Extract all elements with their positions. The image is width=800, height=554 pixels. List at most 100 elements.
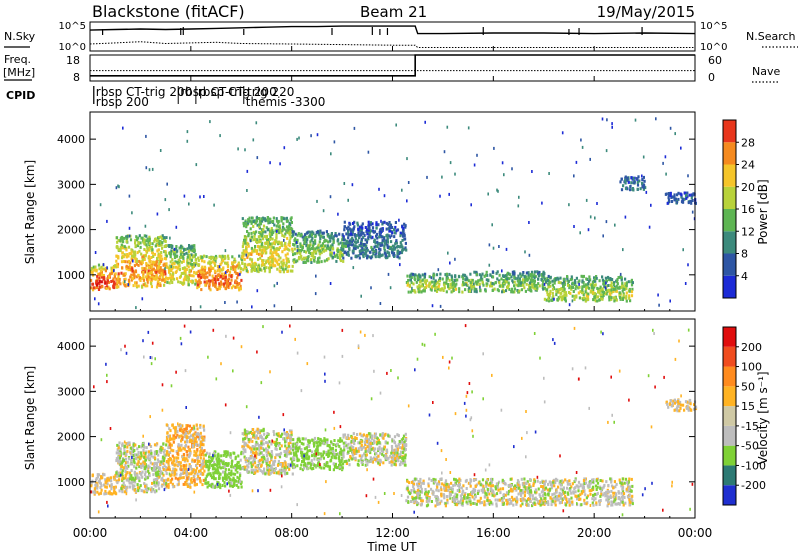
power-cell	[286, 252, 289, 256]
velocity-cell	[216, 455, 219, 459]
velocity-cell	[316, 448, 319, 452]
velocity-cell	[158, 466, 161, 470]
power-cell	[262, 228, 265, 232]
velocity-cell	[268, 440, 271, 444]
velocity-cell	[193, 483, 196, 487]
power-cell	[188, 268, 191, 272]
power-cell	[555, 289, 558, 293]
power-cell	[420, 279, 423, 283]
power-cell	[148, 237, 151, 241]
power-cell	[517, 290, 520, 294]
velocity-cell	[143, 462, 146, 466]
velocity-cell	[227, 475, 230, 479]
power-noise-cell	[585, 198, 588, 202]
velocity-cell	[133, 480, 137, 484]
power-cell	[187, 265, 190, 269]
power-cell	[351, 233, 354, 237]
velocity-cell	[175, 468, 178, 472]
power-cell	[269, 260, 272, 264]
velocity-cell	[268, 468, 271, 472]
power-noise-cell	[687, 174, 689, 178]
velocity-cell	[218, 476, 221, 480]
velocity-cell	[182, 430, 185, 434]
power-cell	[150, 271, 153, 274]
power-cell	[418, 284, 421, 287]
velocity-cell	[239, 458, 242, 462]
velocity-cell	[193, 471, 197, 475]
power-cell	[585, 294, 588, 298]
velocity-cell	[190, 426, 194, 430]
power-cell	[173, 254, 176, 258]
power-cell	[418, 278, 421, 282]
range-tick-label: 1000	[57, 269, 85, 282]
power-noise-cell	[127, 283, 130, 287]
power-cell	[379, 244, 382, 248]
power-cell	[199, 281, 202, 285]
power-cell	[309, 240, 312, 244]
velocity-cell	[110, 487, 113, 491]
velocity-cell	[258, 453, 261, 456]
velocity-cell	[287, 442, 290, 446]
power-cell	[271, 260, 274, 264]
power-cell	[242, 254, 245, 258]
power-cell	[458, 275, 461, 279]
power-cell	[447, 284, 450, 288]
power-cell	[352, 249, 355, 253]
velocity-cell	[128, 441, 131, 445]
velocity-cell	[332, 468, 335, 472]
power-cell	[193, 261, 196, 265]
power-cell	[355, 241, 358, 245]
velocity-cell	[227, 463, 230, 467]
power-cell	[478, 283, 481, 286]
power-cell	[347, 244, 350, 247]
power-cell	[533, 273, 536, 277]
velocity-cell	[202, 424, 205, 428]
power-cell	[300, 255, 303, 258]
power-noise-cell	[156, 212, 159, 216]
power-noise-cell	[454, 257, 456, 261]
velocity-cell	[223, 463, 226, 467]
power-cell	[487, 279, 490, 283]
power-cell	[225, 285, 228, 288]
velocity-cell	[104, 489, 107, 493]
velocity-cell	[181, 458, 184, 462]
velocity-cell	[143, 490, 146, 494]
nsearch-label: N.Search	[746, 30, 796, 43]
power-cell	[691, 193, 694, 197]
velocity-cell	[91, 479, 94, 483]
power-cell	[128, 267, 131, 271]
power-cell	[170, 249, 173, 253]
power-cell	[128, 264, 131, 268]
power-cell	[105, 285, 109, 289]
power-cell	[95, 279, 99, 283]
power-cell	[139, 241, 142, 245]
power-cell	[288, 227, 292, 231]
power-cell	[489, 281, 493, 285]
power-cell	[261, 251, 264, 255]
velocity-cell	[133, 449, 136, 452]
velocity-cell	[207, 468, 210, 472]
power-cell	[279, 256, 282, 260]
power-noise-cell	[383, 194, 386, 198]
power-cell	[190, 279, 193, 283]
velocity-cell	[198, 445, 201, 449]
power-cell	[141, 261, 144, 264]
velocity-cell	[153, 483, 156, 487]
velocity-cell	[258, 466, 261, 470]
velocity-cell	[196, 448, 199, 451]
power-cell	[308, 251, 311, 254]
power-cell	[485, 282, 488, 286]
power-cell	[130, 252, 133, 255]
power-cell	[158, 278, 161, 281]
velocity-cell	[163, 479, 166, 483]
velocity-cell	[192, 442, 196, 446]
velocity-cell	[136, 473, 139, 477]
velocity-cell	[212, 456, 215, 460]
power-cell	[280, 230, 283, 234]
power-cell	[203, 274, 206, 278]
power-cell	[294, 260, 297, 264]
velocity-cell	[161, 447, 164, 450]
velocity-cell	[190, 434, 193, 438]
power-cell	[162, 273, 165, 276]
power-cell	[376, 240, 379, 244]
